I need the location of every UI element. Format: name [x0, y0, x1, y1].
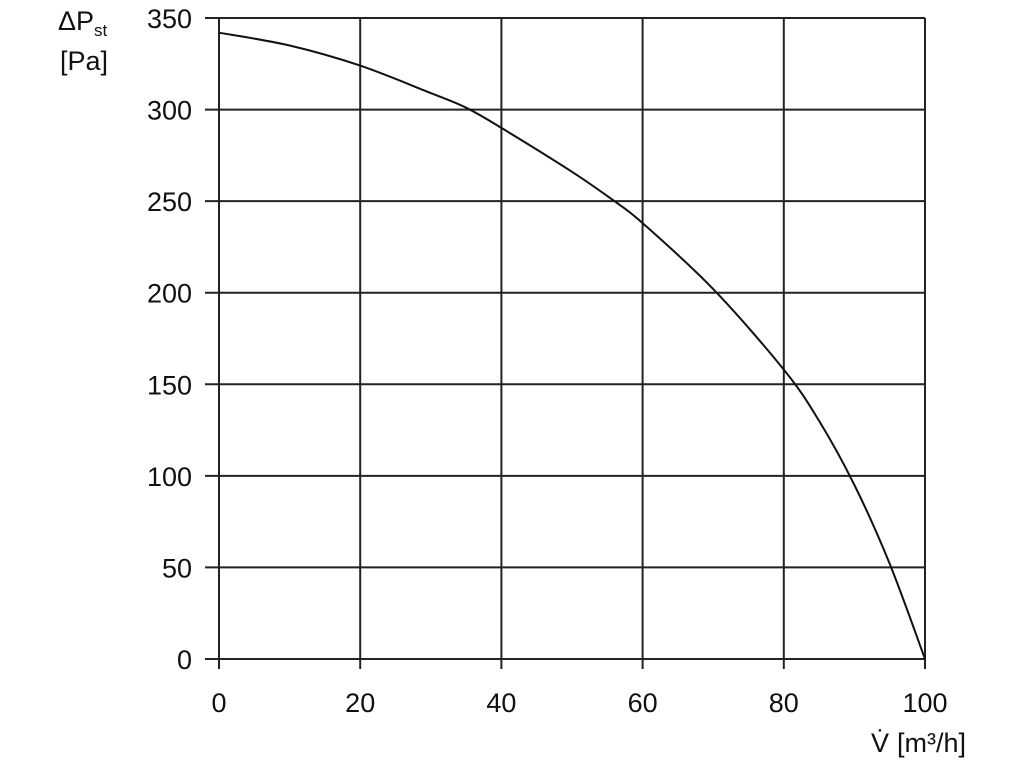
y-axis-subscript: st: [94, 21, 108, 40]
x-tick-label: 20: [345, 688, 375, 718]
x-tick-label: 100: [902, 688, 947, 718]
y-tick-label: 300: [147, 96, 192, 126]
y-axis-symbol: ΔP: [58, 6, 94, 36]
y-axis-title: ΔPst: [58, 6, 108, 40]
chart-grid: [205, 17, 926, 669]
x-axis-unit: [m³/h]: [897, 728, 966, 758]
y-tick-label: 350: [147, 4, 192, 34]
y-tick-label: 250: [147, 187, 192, 217]
y-tick-label: 200: [147, 279, 192, 309]
x-tick-label: 0: [211, 688, 226, 718]
series-line: [218, 31, 926, 660]
y-tick-label: 150: [147, 370, 192, 400]
y-tick-label: 0: [177, 645, 192, 675]
series-layer: [218, 31, 926, 660]
tick-labels: 0 20 40 60 80 100 0 50 100 150 200 250 300 350: [147, 4, 948, 718]
x-axis-symbol: V̇: [871, 728, 889, 758]
x-tick-label: 80: [769, 688, 799, 718]
y-tick-label: 100: [147, 462, 192, 492]
y-tick-label: 50: [162, 553, 192, 583]
y-axis-unit: [Pa]: [60, 46, 108, 76]
x-axis-title: V̇ [m³/h]: [871, 728, 966, 758]
x-tick-label: 40: [486, 688, 516, 718]
x-tick-label: 60: [628, 688, 658, 718]
